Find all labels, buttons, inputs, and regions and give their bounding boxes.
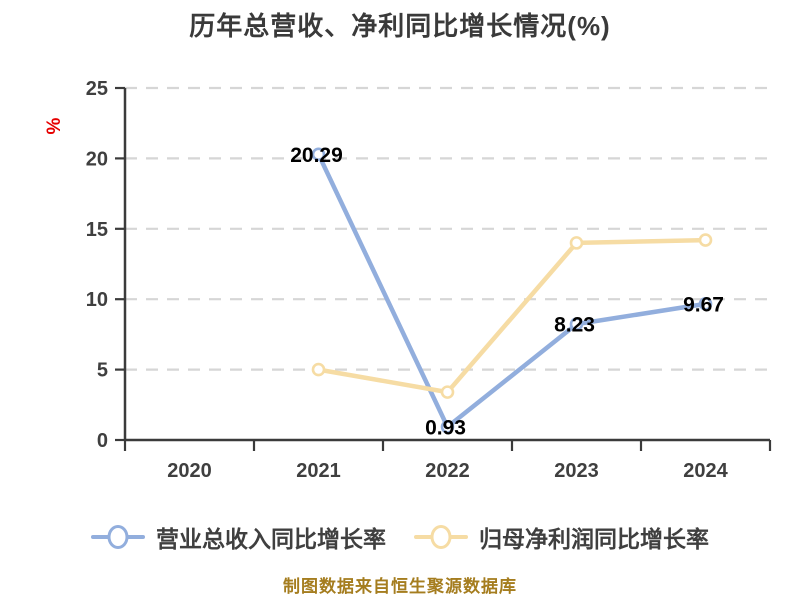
data-point-marker	[311, 147, 326, 162]
legend-label-revenue: 营业总收入同比增长率	[156, 526, 386, 552]
series-line-0	[316, 152, 708, 430]
y-tick-label: 10	[86, 289, 108, 311]
y-tick-label: 15	[86, 219, 108, 241]
legend-item-revenue: 营业总收入同比增长率	[91, 520, 386, 554]
x-tick-label: 2021	[296, 460, 341, 482]
chart-title: 历年总营收、净利同比增长情况(%)	[189, 11, 611, 41]
data-point-marker	[698, 233, 713, 247]
x-tick-label: 2023	[554, 460, 599, 482]
data-point-label: 0.93	[425, 416, 466, 439]
data-point-label: 9.67	[683, 293, 724, 316]
net-profit-series-marker-icon	[414, 525, 468, 549]
y-tick-label: 20	[86, 148, 108, 170]
legend-label-net-profit: 归母净利润同比增长率	[479, 526, 709, 552]
data-point-marker	[569, 236, 584, 250]
data-source-note: 制图数据来自恒生聚源数据库	[283, 577, 517, 596]
data-point-label: 8.23	[554, 314, 595, 337]
x-tick-label: 2020	[167, 460, 212, 482]
y-tick-label: 25	[86, 78, 108, 100]
data-point-marker	[569, 317, 584, 331]
x-tick-label: 2024	[683, 460, 728, 482]
data-point-marker	[440, 420, 455, 434]
data-point-marker	[440, 385, 455, 399]
x-tick-label: 2022	[425, 460, 470, 482]
data-point-label: 20.29	[290, 144, 343, 167]
legend-item-net-profit: 归母净利润同比增长率	[414, 520, 709, 554]
legend-circle-icon	[107, 525, 129, 549]
legend-circle-icon	[430, 525, 452, 549]
chart-legend: 营业总收入同比增长率 归母净利润同比增长率	[0, 520, 800, 554]
revenue-series-marker-icon	[91, 525, 145, 549]
y-tick-label: 5	[97, 360, 108, 382]
data-point-marker	[698, 297, 713, 311]
series-line-1	[316, 237, 708, 395]
y-tick-label: 0	[97, 430, 108, 452]
data-point-marker	[311, 362, 326, 377]
